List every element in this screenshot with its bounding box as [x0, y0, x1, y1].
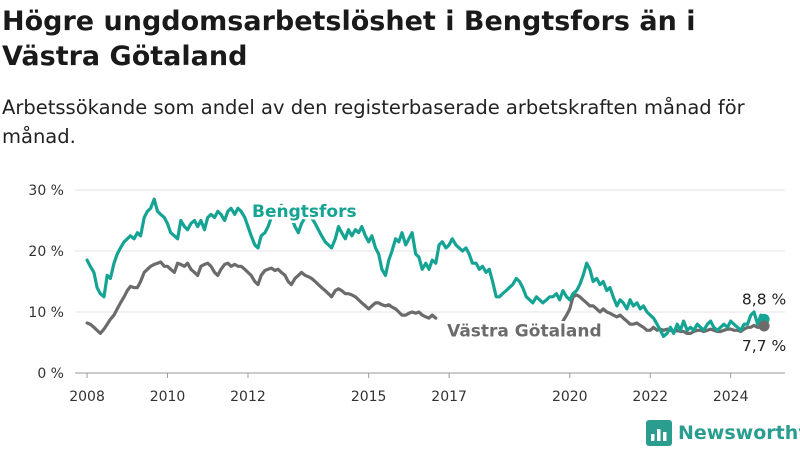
grid-lines	[75, 189, 785, 374]
brand-name: Newsworthy	[678, 422, 800, 444]
x-tick-label-0: 2008	[69, 389, 105, 405]
series-end-value-1: 7,7 %	[742, 337, 786, 355]
chart-subtitle: Arbetssökande som andel av den registerb…	[2, 96, 745, 148]
x-tick-label-5: 2020	[552, 389, 588, 405]
chart-title: Högre ungdomsarbetslöshet i Bengtsfors ä…	[2, 6, 696, 72]
series-line-0	[85, 197, 766, 338]
x-tick-label-7: 2024	[713, 389, 749, 405]
y-tick-label-1: 10 %	[28, 305, 64, 321]
series-lines	[85, 197, 766, 338]
x-tick-label-3: 2015	[351, 389, 387, 405]
series-end-value-0: 8,8 %	[742, 290, 786, 308]
series-end-point-1	[758, 320, 770, 332]
x-tick-label-1: 2010	[150, 389, 186, 405]
x-tick-label-2: 2012	[230, 389, 266, 405]
series-name-label-0: Bengtsfors	[252, 202, 357, 222]
series-name-label-1: Västra Götaland	[447, 321, 602, 341]
y-tick-label-3: 30 %	[28, 183, 64, 199]
newsworthy-chart-icon	[646, 420, 672, 446]
newsworthy-logo: Newsworthy	[646, 419, 800, 447]
y-tick-label-2: 20 %	[28, 244, 64, 260]
x-tick-label-4: 2017	[431, 389, 467, 405]
y-axis-tick-labels: 0 % 10 % 20 % 30 %	[28, 183, 64, 382]
series-labels: 8,8 % 7,7 % Bengtsfors Västra Götaland	[249, 199, 786, 355]
x-axis: 2008 2010 2012 2015 2017 2020 2022 2024	[69, 373, 749, 405]
x-tick-label-6: 2022	[632, 389, 668, 405]
series-line-1	[85, 260, 766, 335]
y-tick-label-0: 0 %	[37, 366, 64, 382]
